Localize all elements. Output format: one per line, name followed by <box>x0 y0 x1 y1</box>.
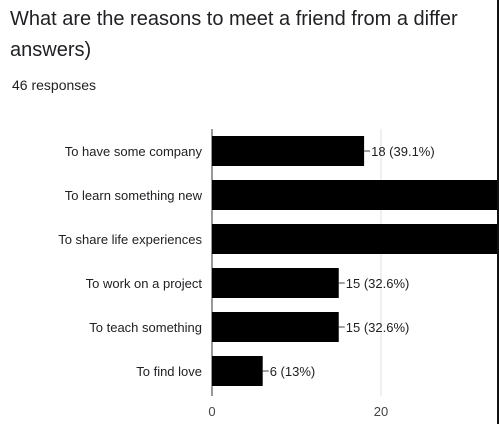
category-label: To find love <box>136 364 202 379</box>
category-label: To work on a project <box>86 276 203 291</box>
category-label: To teach something <box>89 320 202 335</box>
data-label: 18 (39.1%) <box>371 144 435 159</box>
bar <box>212 180 499 210</box>
question-title-line-2: answers) <box>10 39 92 61</box>
bar <box>212 268 339 298</box>
question-title-line-1: What are the reasons to meet a friend fr… <box>10 8 458 30</box>
bar <box>212 356 263 386</box>
response-count: 46 responses <box>12 77 97 93</box>
bar <box>212 136 365 166</box>
data-label: 6 (13%) <box>270 364 316 379</box>
data-label: 15 (32.6%) <box>346 276 410 291</box>
x-tick-label: 0 <box>208 404 215 419</box>
question-title: What are the reasons to meet a friend fr… <box>10 4 499 66</box>
data-label: 15 (32.6%) <box>346 320 410 335</box>
category-label: To share life experiences <box>58 232 202 247</box>
bar <box>212 224 499 254</box>
crop-edge <box>497 0 499 424</box>
category-label: To have some company <box>65 144 203 159</box>
x-tick-label: 20 <box>374 404 388 419</box>
category-label: To learn something new <box>65 188 203 203</box>
bar <box>212 312 339 342</box>
